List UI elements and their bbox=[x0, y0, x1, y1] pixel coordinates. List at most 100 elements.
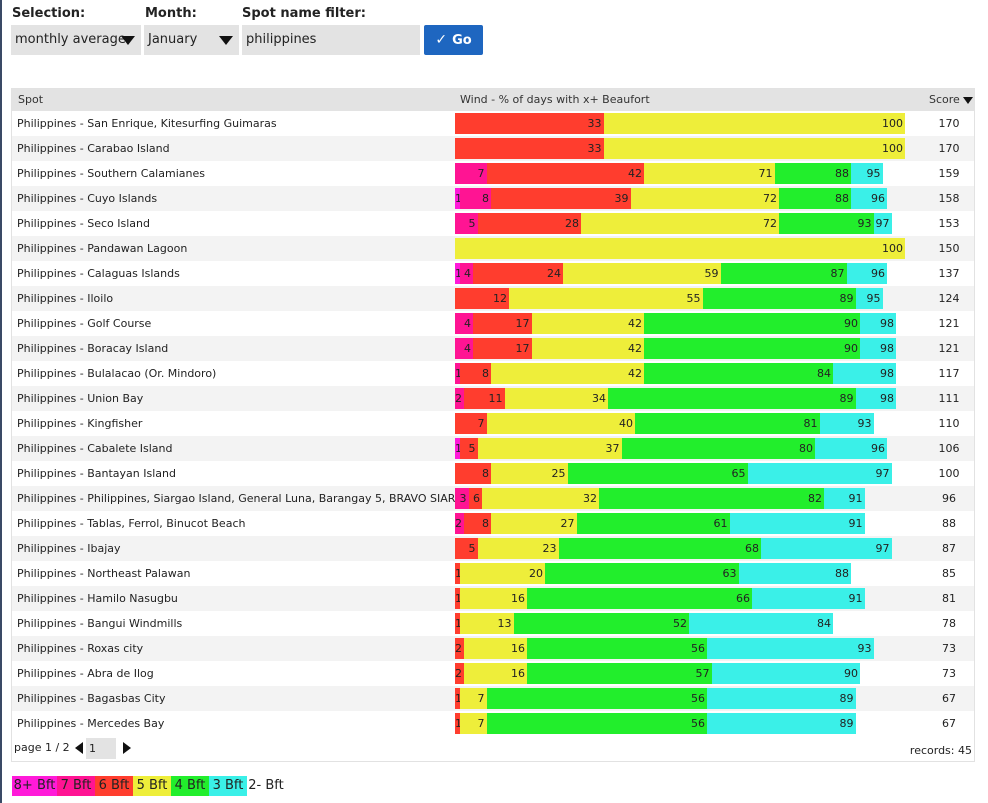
spot-name[interactable]: Philippines - Roxas city bbox=[17, 642, 144, 655]
spot-name[interactable]: Philippines - Kingfisher bbox=[17, 417, 143, 430]
table-row[interactable]: Philippines - Golf Course 4 17 42 90 98 121 bbox=[12, 311, 974, 336]
spot-name[interactable]: Philippines - Bangui Windmills bbox=[17, 617, 183, 630]
table-row[interactable]: Philippines - Roxas city 2 16 56 93 73 bbox=[12, 636, 974, 661]
wind-label-bft3: 97 bbox=[875, 467, 890, 480]
spot-name[interactable]: Philippines - Philippines, Siargao Islan… bbox=[17, 492, 480, 505]
table-row[interactable]: Philippines - Northeast Palawan 1 20 63 88 85 bbox=[12, 561, 974, 586]
table-row[interactable]: Philippines - Cuyo Islands 1 8 39 72 88 96 158 bbox=[12, 186, 974, 211]
spot-name[interactable]: Philippines - Bulalacao (Or. Mindoro) bbox=[17, 367, 217, 380]
wind-segment-bft5 bbox=[482, 488, 599, 509]
table-row[interactable]: Philippines - Philippines, Siargao Islan… bbox=[12, 486, 974, 511]
wind-bar: 1 7 56 89 bbox=[455, 713, 905, 734]
spot-name[interactable]: Philippines - Calaguas Islands bbox=[17, 267, 180, 280]
table-row[interactable]: Philippines - Tablas, Ferrol, Binucot Be… bbox=[12, 511, 974, 536]
spot-name[interactable]: Philippines - Abra de Ilog bbox=[17, 667, 154, 680]
wind-segment-bft4 bbox=[779, 213, 874, 234]
wind-label-bft7: 8 bbox=[482, 192, 489, 205]
table-row[interactable]: Philippines - Union Bay 2 11 34 89 98 111 bbox=[12, 386, 974, 411]
selection-dropdown[interactable]: monthly average bbox=[11, 25, 141, 55]
wind-label-bft3: 97 bbox=[875, 542, 890, 555]
wind-label-bft3: 95 bbox=[866, 292, 881, 305]
wind-label-bft7: 2 bbox=[455, 392, 462, 405]
wind-segment-bft5 bbox=[464, 663, 527, 684]
wind-label-bft3: 98 bbox=[880, 317, 894, 330]
wind-label-bft6: 2 bbox=[455, 642, 462, 655]
score-value: 88 bbox=[942, 517, 956, 530]
table-row[interactable]: Philippines - Boracay Island 4 17 42 90 98 121 bbox=[12, 336, 974, 361]
spot-name[interactable]: Philippines - Southern Calamianes bbox=[17, 167, 205, 180]
spot-name[interactable]: Philippines - Cabalete Island bbox=[17, 442, 173, 455]
spot-name[interactable]: Philippines - Union Bay bbox=[17, 392, 144, 405]
wind-label-bft6: 6 bbox=[473, 492, 480, 505]
go-button[interactable]: ✓ Go bbox=[424, 25, 483, 55]
spot-name[interactable]: Philippines - San Enrique, Kitesurfing G… bbox=[17, 117, 277, 130]
wind-segment-bft3 bbox=[707, 713, 856, 734]
table-row[interactable]: Philippines - Bagasbas City 1 7 56 89 67 bbox=[12, 686, 974, 711]
score-value: 87 bbox=[942, 542, 956, 555]
arrow-left-icon[interactable] bbox=[75, 742, 83, 754]
table-row[interactable]: Philippines - Calaguas Islands 1 4 24 59 87 96… bbox=[12, 261, 974, 286]
spots-table: Spot Wind - % of days with x+ Beaufort S… bbox=[11, 88, 975, 762]
wind-segment-bft4 bbox=[635, 413, 820, 434]
wind-label-bft6: 8 bbox=[482, 367, 489, 380]
spot-name[interactable]: Philippines - Carabao Island bbox=[17, 142, 170, 155]
spot-name[interactable]: Philippines - Northeast Palawan bbox=[17, 567, 191, 580]
table-row[interactable]: Philippines - Bantayan Island 8 25 65 97 100 bbox=[12, 461, 974, 486]
wind-label-bft4: 87 bbox=[830, 267, 845, 280]
table-row[interactable]: Philippines - Hamilo Nasugbu 1 16 66 91 81 bbox=[12, 586, 974, 611]
table-row[interactable]: Philippines - Pandawan Lagoon 100 150 bbox=[12, 236, 974, 261]
spot-name[interactable]: Philippines - Golf Course bbox=[17, 317, 152, 330]
spot-name[interactable]: Philippines - Bagasbas City bbox=[17, 692, 166, 705]
wind-segment-bft4 bbox=[486, 713, 707, 734]
page-number-input[interactable]: 1 bbox=[86, 738, 116, 759]
score-column-header[interactable]: Score bbox=[929, 89, 973, 111]
wind-segment-bft4 bbox=[576, 513, 730, 534]
table-row[interactable]: Philippines - Kingfisher 7 40 81 93 110 bbox=[12, 411, 974, 436]
table-row[interactable]: Philippines - San Enrique, Kitesurfing G… bbox=[12, 111, 974, 136]
table-row[interactable]: Philippines - Seco Island 5 28 72 93 97 153 bbox=[12, 211, 974, 236]
wind-bar: 1 20 63 88 bbox=[455, 563, 905, 584]
spot-name[interactable]: Philippines - Cuyo Islands bbox=[17, 192, 158, 205]
wind-label-bft8: 1 bbox=[455, 442, 462, 455]
wind-segment-bft6 bbox=[486, 163, 644, 184]
arrow-right-icon[interactable] bbox=[123, 742, 131, 754]
spot-name[interactable]: Philippines - Tablas, Ferrol, Binucot Be… bbox=[17, 517, 246, 530]
spot-name[interactable]: Philippines - Seco Island bbox=[17, 217, 150, 230]
wind-label-bft7: 2 bbox=[455, 517, 462, 530]
spot-filter-input[interactable]: philippines bbox=[242, 25, 420, 55]
table-row[interactable]: Philippines - Bulalacao (Or. Mindoro) 1 8 4… bbox=[12, 361, 974, 386]
table-row[interactable]: Philippines - Southern Calamianes 7 42 71 88… bbox=[12, 161, 974, 186]
table-row[interactable]: Philippines - Ibajay 5 23 68 97 87 bbox=[12, 536, 974, 561]
spot-column-header[interactable]: Spot bbox=[18, 93, 44, 106]
spot-name[interactable]: Philippines - Pandawan Lagoon bbox=[17, 242, 188, 255]
table-row[interactable]: Philippines - Mercedes Bay 1 7 56 89 67 bbox=[12, 711, 974, 736]
wind-segment-bft5 bbox=[477, 538, 559, 559]
wind-segment-bft7 bbox=[455, 313, 473, 334]
wind-segment-bft6 bbox=[473, 263, 563, 284]
wind-segment-bft4 bbox=[599, 488, 824, 509]
spot-name[interactable]: Philippines - Bantayan Island bbox=[17, 467, 176, 480]
wind-segment-bft4 bbox=[527, 663, 712, 684]
table-row[interactable]: Philippines - Cabalete Island 1 5 37 80 96 106 bbox=[12, 436, 974, 461]
wind-column-header[interactable]: Wind - % of days with x+ Beaufort bbox=[460, 93, 650, 106]
wind-label-bft6: 8 bbox=[482, 467, 489, 480]
wind-bar: 8 25 65 97 bbox=[455, 463, 905, 484]
table-row[interactable]: Philippines - Abra de Ilog 2 16 57 90 73 bbox=[12, 661, 974, 686]
table-row[interactable]: Philippines - Bangui Windmills 1 13 52 84 78 bbox=[12, 611, 974, 636]
spot-name[interactable]: Philippines - Mercedes Bay bbox=[17, 717, 165, 730]
wind-label-bft5: 13 bbox=[497, 617, 512, 630]
spot-name[interactable]: Philippines - Iloilo bbox=[17, 292, 114, 305]
sort-desc-icon bbox=[962, 96, 973, 104]
wind-label-bft7: 1 bbox=[455, 367, 462, 380]
wind-label-bft7: 7 bbox=[477, 167, 485, 180]
wind-bar: 12 55 89 95 bbox=[455, 288, 905, 309]
spot-name[interactable]: Philippines - Ibajay bbox=[17, 542, 121, 555]
table-row[interactable]: Philippines - Carabao Island 33 100 170 bbox=[12, 136, 974, 161]
spot-name[interactable]: Philippines - Hamilo Nasugbu bbox=[17, 592, 178, 605]
wind-segment-bft5 bbox=[644, 163, 775, 184]
spot-name[interactable]: Philippines - Boracay Island bbox=[17, 342, 169, 355]
month-dropdown[interactable]: January bbox=[144, 25, 239, 55]
wind-label-bft3: 88 bbox=[835, 567, 849, 580]
wind-segment-bft4 bbox=[527, 638, 707, 659]
table-row[interactable]: Philippines - Iloilo 12 55 89 95 124 bbox=[12, 286, 974, 311]
